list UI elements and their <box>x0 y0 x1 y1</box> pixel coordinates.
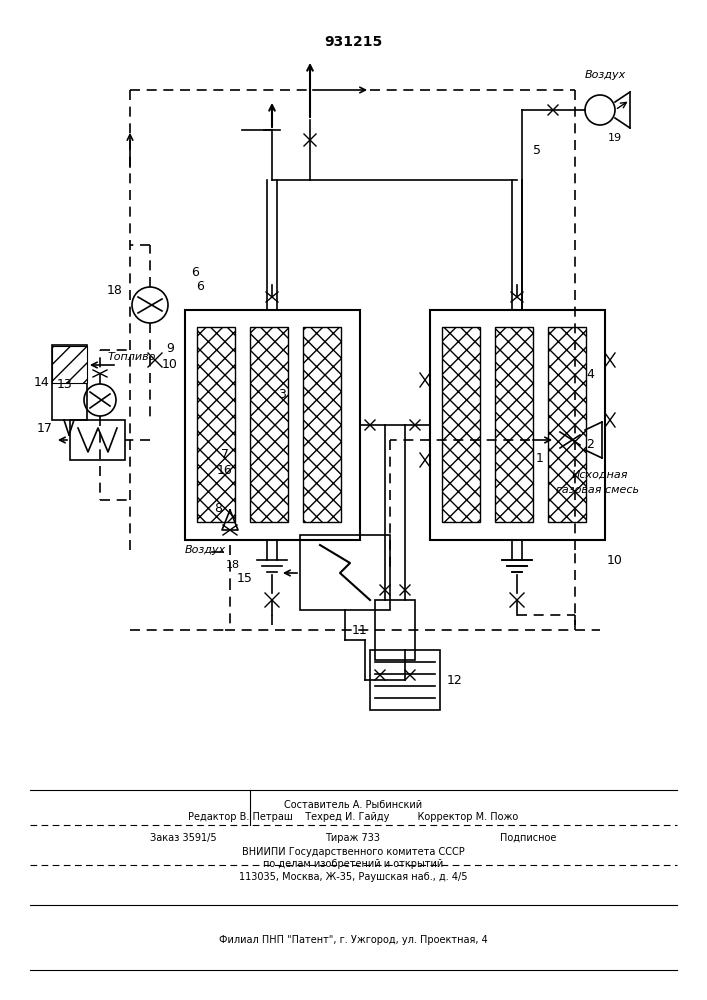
Text: 7: 7 <box>221 448 229 462</box>
Text: 17: 17 <box>37 422 53 434</box>
Text: 1: 1 <box>536 452 544 464</box>
Text: 19: 19 <box>608 133 622 143</box>
Bar <box>70 420 125 460</box>
Text: 18: 18 <box>226 560 240 570</box>
Text: Топливо: Топливо <box>107 352 156 362</box>
Bar <box>442 327 480 522</box>
Bar <box>548 327 586 522</box>
Text: 14: 14 <box>34 376 50 389</box>
Text: 12: 12 <box>447 674 463 686</box>
Text: Воздух: Воздух <box>185 545 226 555</box>
Text: 11: 11 <box>352 624 368 637</box>
Text: 113035, Москва, Ж-35, Раушская наб., д. 4/5: 113035, Москва, Ж-35, Раушская наб., д. … <box>239 872 467 882</box>
Text: 6: 6 <box>191 265 199 278</box>
Bar <box>375 600 415 660</box>
Bar <box>370 650 440 710</box>
Text: 10: 10 <box>162 359 178 371</box>
Bar <box>250 327 288 522</box>
Bar <box>430 310 605 540</box>
Bar <box>303 327 341 522</box>
Text: 4: 4 <box>586 368 594 381</box>
Text: 10: 10 <box>607 554 623 566</box>
Bar <box>52 345 87 420</box>
Text: 5: 5 <box>533 143 541 156</box>
Text: Тираж 733: Тираж 733 <box>325 833 380 843</box>
Text: 18: 18 <box>107 284 123 296</box>
Text: Редактор В. Петраш    Техред И. Гайду         Корректор М. Пожо: Редактор В. Петраш Техред И. Гайду Корре… <box>188 812 518 822</box>
Text: Филиал ПНП "Патент", г. Ужгород, ул. Проектная, 4: Филиал ПНП "Патент", г. Ужгород, ул. Про… <box>218 935 487 945</box>
Text: Заказ 3591/5: Заказ 3591/5 <box>150 833 216 843</box>
Text: Составитель А. Рыбинский: Составитель А. Рыбинский <box>284 800 422 810</box>
Bar <box>52 346 87 383</box>
Text: 931215: 931215 <box>324 35 382 49</box>
Text: 9: 9 <box>166 342 174 355</box>
Text: газовая смесь: газовая смесь <box>556 485 640 495</box>
Text: по делам изобретений и открытий: по делам изобретений и открытий <box>263 859 443 869</box>
Text: 8: 8 <box>214 502 222 514</box>
Text: 6: 6 <box>196 279 204 292</box>
Text: Воздух: Воздух <box>585 70 626 80</box>
Bar <box>185 310 360 540</box>
Text: 16: 16 <box>217 464 233 477</box>
Text: 3: 3 <box>279 388 286 401</box>
Text: ВНИИПИ Государственного комитета СССР: ВНИИПИ Государственного комитета СССР <box>242 847 464 857</box>
Bar <box>197 327 235 522</box>
Text: 15: 15 <box>237 572 253 584</box>
Text: 2: 2 <box>586 438 594 452</box>
Text: Исходная: Исходная <box>572 470 629 480</box>
Bar <box>300 535 390 610</box>
Text: Подписное: Подписное <box>500 833 556 843</box>
Text: 13: 13 <box>57 378 73 391</box>
Bar <box>495 327 533 522</box>
